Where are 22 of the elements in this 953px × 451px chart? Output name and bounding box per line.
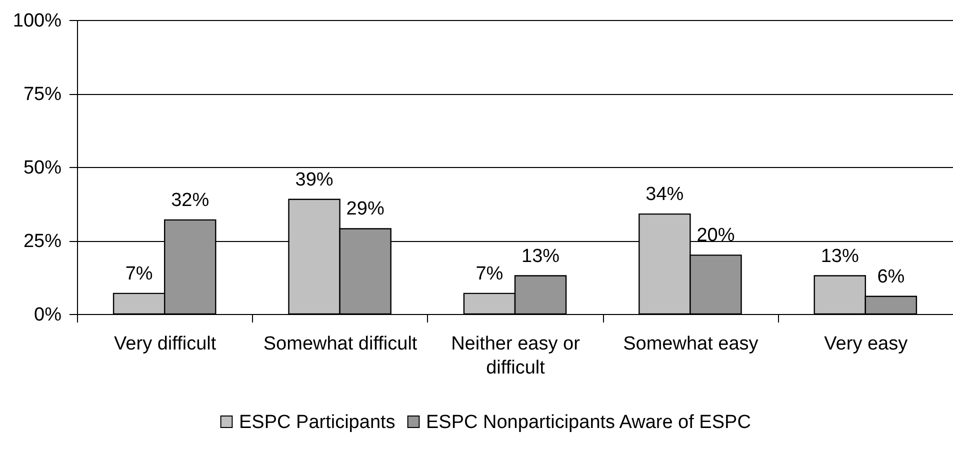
data-label: 13%: [522, 246, 560, 267]
legend-label: ESPC Participants: [239, 412, 396, 433]
data-label: 20%: [696, 225, 735, 246]
data-label: 34%: [646, 184, 684, 206]
y-tick-label: 75%: [23, 84, 62, 105]
x-tick-label: Somewhat easy: [623, 334, 759, 354]
data-label: 7%: [125, 263, 153, 284]
y-tick-label: 0%: [34, 304, 62, 326]
y-tick-label: 25%: [23, 231, 62, 252]
legend-label: ESPC Nonparticipants Aware of ESPC: [426, 412, 751, 433]
y-tick-label: 50%: [23, 158, 62, 178]
data-label: 6%: [877, 266, 905, 288]
x-tick-label: Somewhat difficult: [263, 334, 418, 354]
x-tick-label: Very easy: [824, 334, 908, 354]
data-label: 32%: [171, 190, 210, 211]
x-tick-label: Neither easy or difficult: [451, 334, 581, 378]
data-label: 13%: [820, 246, 859, 267]
x-tick-label: Very difficult: [114, 334, 217, 354]
data-label: 39%: [295, 169, 334, 190]
data-label: 29%: [346, 198, 384, 220]
data-label: 7%: [476, 263, 504, 284]
y-tick-label: 100%: [12, 10, 62, 32]
